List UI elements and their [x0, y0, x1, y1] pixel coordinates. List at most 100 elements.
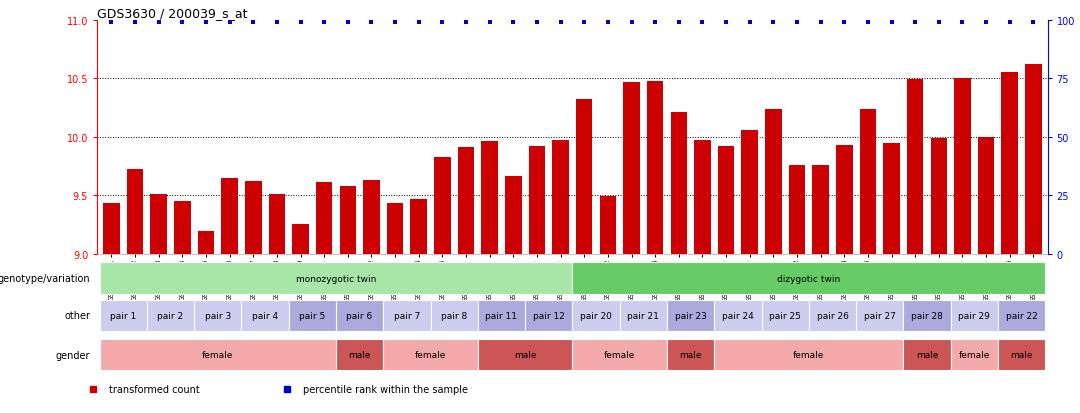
Text: pair 5: pair 5	[299, 311, 325, 320]
Bar	[765, 109, 782, 254]
Bar	[288, 300, 336, 331]
Text: pair 21: pair 21	[627, 311, 659, 320]
Bar	[221, 178, 238, 254]
Text: pair 25: pair 25	[769, 311, 801, 320]
Bar	[1025, 65, 1042, 254]
Text: male: male	[1011, 350, 1032, 359]
Bar	[245, 182, 261, 254]
Text: pair 1: pair 1	[110, 311, 136, 320]
Bar	[315, 183, 333, 254]
Bar	[623, 83, 639, 254]
Bar	[599, 197, 616, 254]
Bar	[477, 339, 572, 370]
Bar	[742, 131, 758, 254]
Bar	[856, 300, 903, 331]
Bar	[458, 148, 474, 254]
Bar	[903, 339, 950, 370]
Bar	[788, 165, 806, 254]
Bar	[336, 300, 383, 331]
Bar	[150, 195, 167, 254]
Bar	[576, 100, 593, 254]
Bar	[410, 199, 427, 254]
Bar	[99, 339, 336, 370]
Bar	[671, 113, 687, 254]
Text: dizygotic twin: dizygotic twin	[778, 274, 840, 283]
Bar	[572, 263, 1045, 294]
Text: female: female	[415, 350, 446, 359]
Bar	[99, 300, 147, 331]
Bar	[103, 204, 120, 254]
Text: female: female	[202, 350, 233, 359]
Bar	[505, 177, 522, 254]
Bar	[126, 170, 144, 254]
Bar	[950, 339, 998, 370]
Text: pair 3: pair 3	[204, 311, 231, 320]
Bar	[434, 157, 450, 254]
Bar	[482, 142, 498, 254]
Text: female: female	[959, 350, 990, 359]
Text: genotype/variation: genotype/variation	[0, 273, 90, 283]
Text: GDS3630 / 200039_s_at: GDS3630 / 200039_s_at	[97, 7, 247, 19]
Bar	[647, 81, 663, 254]
Bar	[761, 300, 809, 331]
Bar	[907, 80, 923, 254]
Text: pair 29: pair 29	[958, 311, 990, 320]
Bar	[903, 300, 950, 331]
Text: male: male	[514, 350, 537, 359]
Bar	[931, 138, 947, 254]
Bar	[99, 263, 572, 294]
Bar	[977, 137, 995, 254]
Bar	[383, 339, 477, 370]
Bar	[147, 300, 194, 331]
Text: pair 8: pair 8	[441, 311, 468, 320]
Bar	[667, 300, 714, 331]
Bar	[694, 141, 711, 254]
Text: female: female	[604, 350, 635, 359]
Bar	[572, 300, 620, 331]
Bar	[714, 300, 761, 331]
Bar	[883, 143, 900, 254]
Bar	[363, 180, 380, 254]
Text: pair 23: pair 23	[675, 311, 706, 320]
Text: pair 27: pair 27	[864, 311, 895, 320]
Bar	[620, 300, 667, 331]
Bar	[174, 202, 190, 254]
Text: female: female	[793, 350, 824, 359]
Bar	[431, 300, 477, 331]
Bar	[339, 186, 356, 254]
Text: pair 28: pair 28	[912, 311, 943, 320]
Bar	[998, 339, 1045, 370]
Text: pair 6: pair 6	[347, 311, 373, 320]
Bar	[667, 339, 714, 370]
Text: pair 20: pair 20	[580, 311, 612, 320]
Bar	[269, 195, 285, 254]
Text: other: other	[64, 311, 90, 320]
Text: percentile rank within the sample: percentile rank within the sample	[303, 384, 469, 394]
Bar	[383, 300, 431, 331]
Bar	[955, 79, 971, 254]
Text: pair 7: pair 7	[394, 311, 420, 320]
Bar	[836, 145, 852, 254]
Text: pair 26: pair 26	[816, 311, 849, 320]
Bar	[572, 339, 667, 370]
Text: pair 2: pair 2	[158, 311, 184, 320]
Bar	[242, 300, 288, 331]
Bar	[718, 147, 734, 254]
Text: pair 24: pair 24	[723, 311, 754, 320]
Bar	[714, 339, 903, 370]
Bar	[1001, 73, 1018, 254]
Bar	[552, 141, 569, 254]
Text: transformed count: transformed count	[109, 384, 200, 394]
Bar	[336, 339, 383, 370]
Bar	[860, 109, 876, 254]
Bar	[525, 300, 572, 331]
Bar	[477, 300, 525, 331]
Text: male: male	[679, 350, 702, 359]
Text: monozygotic twin: monozygotic twin	[296, 274, 376, 283]
Text: pair 4: pair 4	[252, 311, 279, 320]
Bar	[812, 165, 829, 254]
Text: pair 12: pair 12	[532, 311, 565, 320]
Text: gender: gender	[55, 350, 90, 360]
Bar	[387, 204, 403, 254]
Bar	[809, 300, 856, 331]
